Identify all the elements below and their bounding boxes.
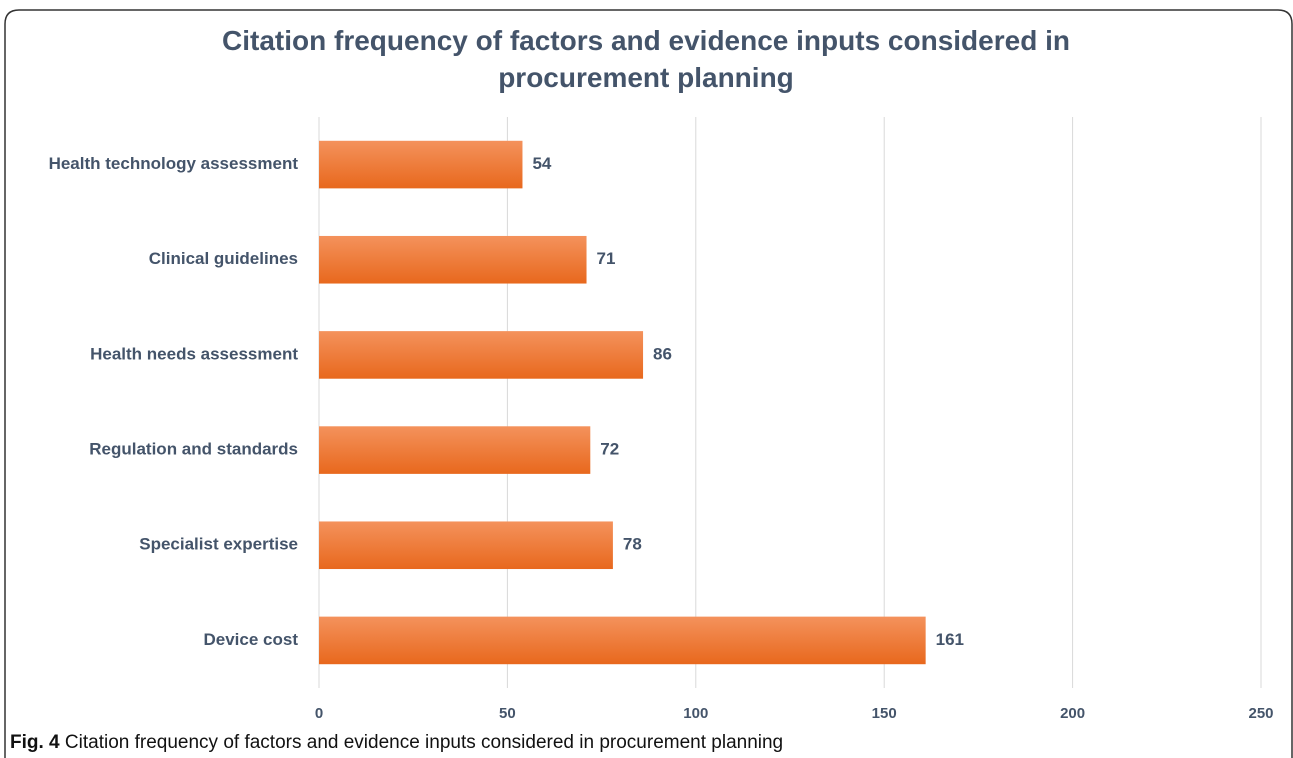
x-tick-label: 0 — [315, 705, 323, 722]
bar — [319, 331, 644, 379]
x-tick-label: 250 — [1248, 705, 1273, 722]
bar — [319, 426, 591, 474]
caption: Fig. 4 Citation frequency of factors and… — [10, 732, 783, 753]
value-label: 161 — [936, 630, 964, 649]
x-tick-label: 100 — [683, 705, 708, 722]
value-label: 72 — [600, 440, 619, 459]
bar — [319, 140, 523, 189]
y-tick-label: Regulation and standards — [89, 440, 298, 459]
value-label: 71 — [597, 249, 616, 268]
x-tick-label: 150 — [872, 705, 897, 722]
bar — [319, 616, 926, 665]
bar — [319, 521, 613, 570]
value-label: 54 — [532, 154, 551, 173]
chart-title: Citation frequency of factors and eviden… — [222, 25, 1070, 93]
x-tick-label: 200 — [1060, 705, 1085, 722]
frame — [4, 9, 1293, 758]
y-tick-label: Health technology assessment — [49, 154, 299, 173]
x-tick-label: 50 — [499, 705, 516, 722]
value-label: 78 — [623, 535, 642, 554]
y-tick-label: Clinical guidelines — [149, 249, 298, 268]
y-tick-label: Device cost — [204, 630, 299, 649]
value-label: 86 — [653, 344, 672, 363]
caption-text: Citation frequency of factors and eviden… — [65, 732, 783, 753]
y-tick-label: Specialist expertise — [139, 535, 298, 554]
y-tick-label: Health needs assessment — [90, 344, 298, 363]
bar — [319, 235, 587, 284]
caption-label: Fig. 4 — [10, 732, 60, 753]
